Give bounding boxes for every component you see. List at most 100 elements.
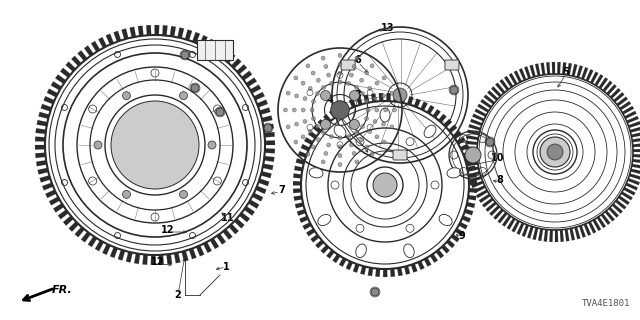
Polygon shape — [541, 63, 545, 75]
Ellipse shape — [380, 108, 390, 122]
Polygon shape — [130, 27, 136, 37]
Polygon shape — [313, 125, 321, 133]
Circle shape — [349, 143, 353, 147]
Polygon shape — [49, 197, 60, 205]
Ellipse shape — [404, 244, 414, 258]
Polygon shape — [579, 225, 586, 237]
Polygon shape — [174, 252, 180, 263]
Circle shape — [375, 108, 379, 112]
Polygon shape — [552, 62, 555, 74]
Polygon shape — [262, 116, 273, 122]
Circle shape — [306, 64, 310, 68]
Circle shape — [373, 119, 377, 124]
Polygon shape — [151, 255, 156, 265]
Circle shape — [375, 135, 379, 139]
Polygon shape — [417, 261, 424, 270]
Polygon shape — [113, 31, 121, 42]
Polygon shape — [71, 56, 81, 66]
Polygon shape — [486, 202, 497, 212]
Polygon shape — [472, 114, 484, 121]
Circle shape — [338, 154, 342, 158]
Polygon shape — [504, 76, 513, 88]
Circle shape — [312, 116, 316, 121]
Polygon shape — [146, 25, 151, 35]
Ellipse shape — [447, 168, 461, 178]
Polygon shape — [36, 120, 47, 126]
Polygon shape — [620, 101, 631, 110]
Polygon shape — [555, 230, 558, 242]
Polygon shape — [253, 92, 264, 100]
Circle shape — [347, 134, 351, 139]
Polygon shape — [424, 258, 431, 267]
Polygon shape — [632, 159, 640, 163]
Polygon shape — [200, 35, 207, 46]
Circle shape — [338, 80, 342, 84]
Polygon shape — [106, 34, 114, 45]
Polygon shape — [262, 164, 273, 170]
Polygon shape — [615, 200, 627, 209]
Polygon shape — [206, 39, 215, 50]
Polygon shape — [155, 25, 159, 35]
Polygon shape — [317, 119, 326, 128]
Polygon shape — [596, 216, 606, 228]
Polygon shape — [498, 212, 508, 223]
Circle shape — [294, 122, 299, 126]
Circle shape — [365, 71, 369, 75]
Text: 6: 6 — [355, 55, 362, 65]
Polygon shape — [342, 102, 349, 111]
Polygon shape — [471, 181, 483, 188]
Polygon shape — [469, 181, 477, 185]
Polygon shape — [239, 212, 250, 222]
Circle shape — [370, 152, 374, 156]
Text: 3: 3 — [355, 90, 362, 100]
Text: 10: 10 — [492, 153, 505, 163]
Polygon shape — [628, 121, 640, 128]
Polygon shape — [622, 106, 634, 115]
Polygon shape — [170, 26, 176, 37]
Polygon shape — [353, 264, 360, 273]
Polygon shape — [244, 206, 255, 216]
Circle shape — [382, 140, 386, 144]
Circle shape — [181, 51, 189, 59]
Polygon shape — [560, 230, 564, 242]
Polygon shape — [613, 92, 625, 102]
Circle shape — [294, 76, 298, 80]
Polygon shape — [490, 205, 500, 216]
Polygon shape — [598, 77, 608, 89]
Circle shape — [316, 78, 321, 82]
Text: 11: 11 — [221, 213, 235, 223]
Polygon shape — [530, 65, 536, 77]
Circle shape — [370, 64, 374, 68]
Polygon shape — [511, 220, 520, 232]
Polygon shape — [41, 104, 52, 111]
Circle shape — [365, 100, 369, 103]
Polygon shape — [475, 109, 486, 117]
Polygon shape — [68, 221, 79, 232]
Circle shape — [286, 91, 290, 95]
Circle shape — [366, 108, 370, 112]
Polygon shape — [259, 179, 269, 186]
Polygon shape — [407, 96, 413, 105]
Polygon shape — [468, 124, 481, 131]
Polygon shape — [467, 130, 479, 135]
Polygon shape — [467, 165, 476, 171]
Polygon shape — [210, 238, 219, 249]
Polygon shape — [502, 215, 511, 227]
Polygon shape — [308, 131, 317, 139]
Polygon shape — [577, 66, 583, 78]
Polygon shape — [404, 266, 410, 275]
Polygon shape — [346, 261, 353, 270]
Polygon shape — [257, 100, 268, 108]
Polygon shape — [444, 119, 452, 127]
Ellipse shape — [356, 244, 366, 258]
Polygon shape — [237, 64, 247, 74]
Text: 2: 2 — [175, 290, 181, 300]
Circle shape — [208, 141, 216, 149]
Circle shape — [286, 125, 290, 129]
Polygon shape — [595, 74, 604, 86]
Circle shape — [321, 91, 330, 100]
Polygon shape — [474, 185, 486, 193]
Polygon shape — [433, 109, 440, 118]
Polygon shape — [557, 62, 561, 74]
Polygon shape — [630, 169, 640, 174]
